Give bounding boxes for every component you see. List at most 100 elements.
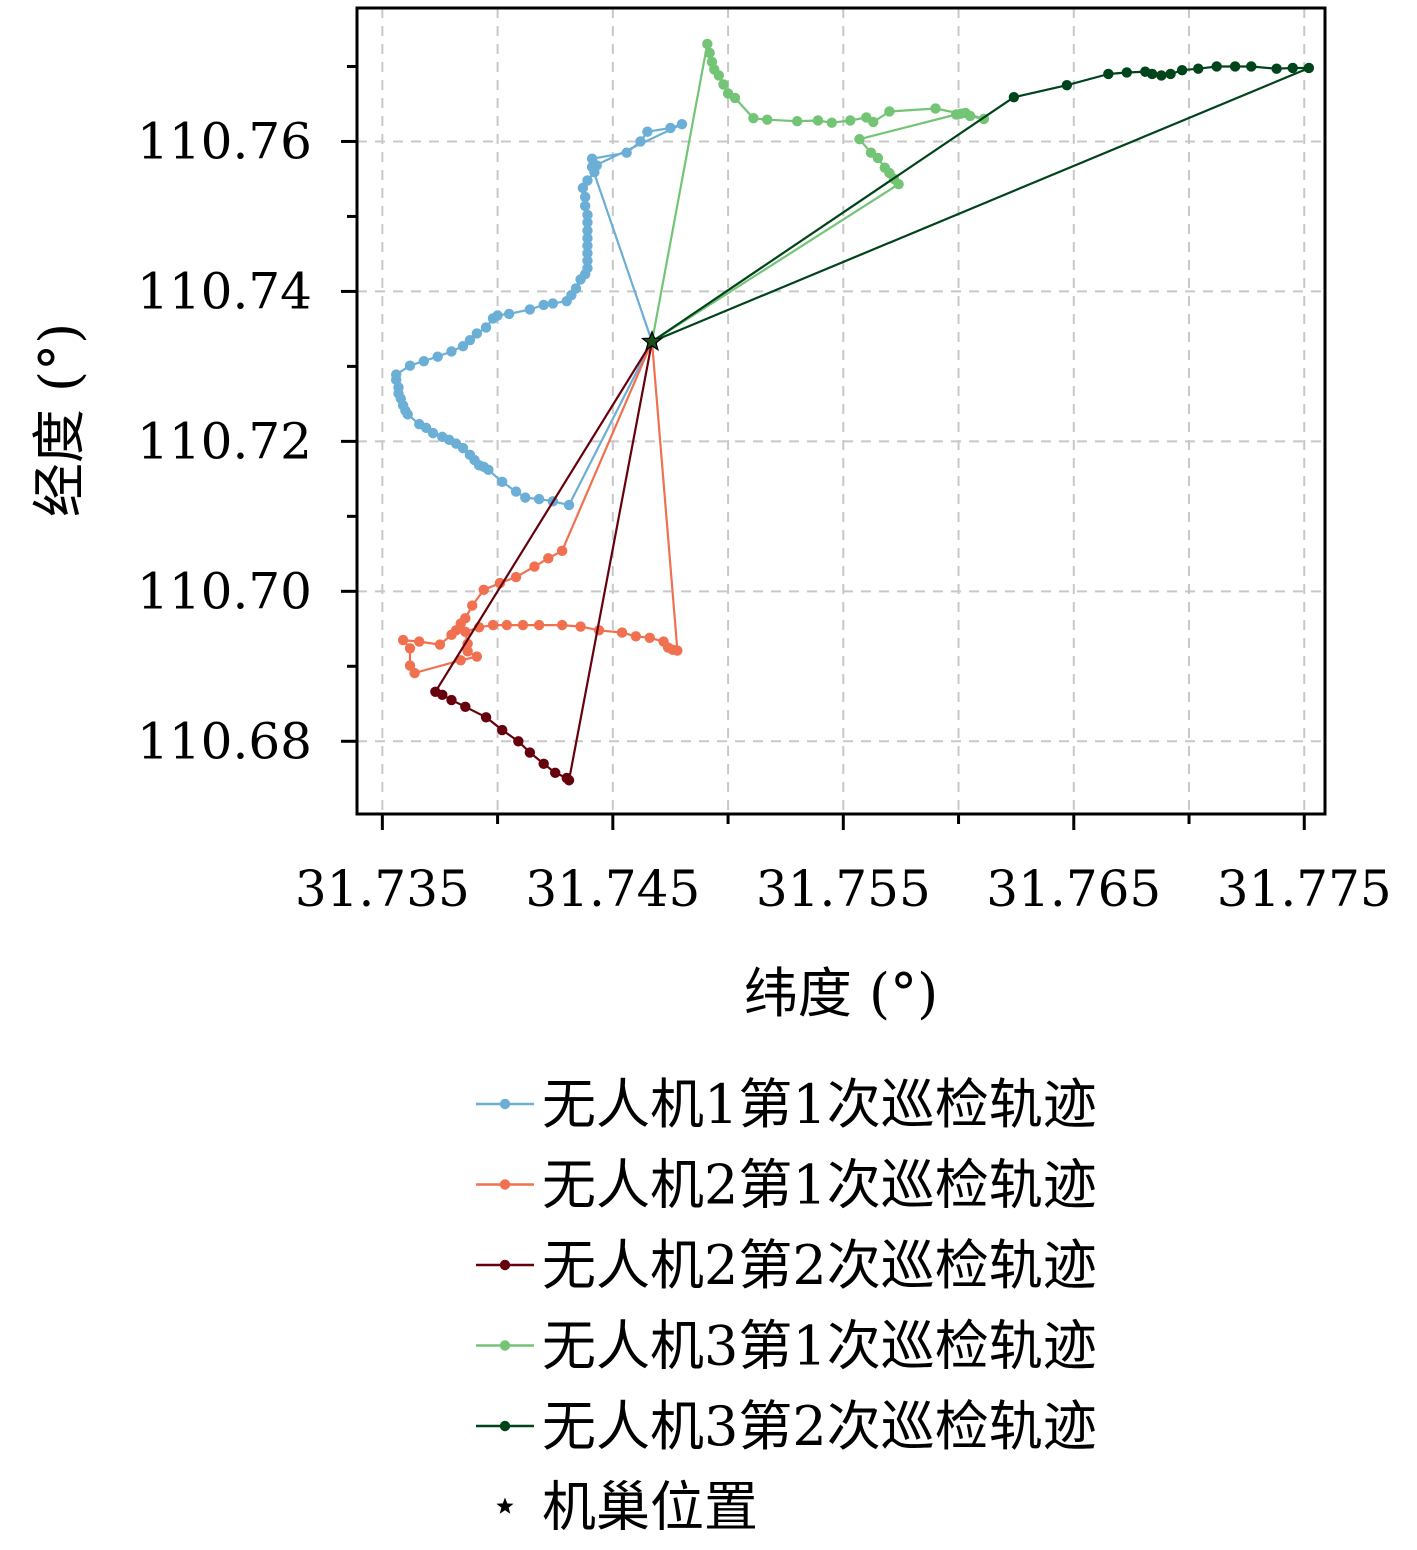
data-point — [964, 110, 976, 122]
x-tick-label: 31.755 — [756, 860, 931, 918]
data-point — [582, 247, 593, 259]
data-point — [460, 701, 471, 712]
data-point — [1287, 62, 1298, 74]
legend-swatch-marker — [499, 1179, 511, 1190]
data-point — [462, 638, 473, 650]
y-tick-label: 110.74 — [137, 262, 312, 320]
data-point — [704, 47, 715, 59]
data-point — [467, 600, 478, 611]
data-point — [672, 645, 683, 656]
data-point — [460, 626, 471, 638]
y-axis-title: 经度 (°) — [28, 323, 91, 517]
data-point — [497, 724, 508, 736]
data-point — [446, 694, 457, 706]
data-point — [414, 636, 425, 647]
data-point — [854, 134, 865, 145]
series-line — [650, 42, 986, 343]
legend-label: 无人机3第1次巡检轨迹 — [542, 1315, 1097, 1378]
data-point — [702, 38, 713, 50]
data-point — [582, 175, 593, 186]
data-point — [390, 369, 402, 380]
data-point — [409, 667, 420, 679]
data-point — [414, 418, 425, 430]
series-1 — [390, 119, 688, 511]
series-layer — [390, 38, 1315, 786]
data-point — [492, 310, 503, 321]
legend-item: 无人机2第2次巡检轨迹 — [476, 1234, 1097, 1297]
legend-label: 无人机1第1次巡检轨迹 — [542, 1073, 1097, 1136]
data-point — [616, 627, 628, 638]
y-tick-label: 110.76 — [137, 112, 312, 170]
y-tick-label: 110.68 — [137, 712, 312, 770]
data-point — [538, 299, 549, 311]
data-point — [501, 619, 513, 631]
data-point — [845, 115, 856, 126]
data-point — [471, 328, 483, 339]
data-point — [812, 115, 824, 126]
data-point — [582, 217, 593, 228]
data-point — [478, 584, 489, 596]
data-point — [893, 178, 904, 190]
data-point — [471, 651, 483, 662]
data-point — [510, 571, 522, 583]
data-point — [457, 340, 469, 352]
x-tick-label: 31.745 — [525, 860, 700, 918]
plot-frame — [355, 6, 1327, 816]
data-point — [497, 476, 508, 488]
data-point — [1176, 65, 1188, 76]
data-point — [538, 758, 549, 769]
data-point — [563, 499, 575, 511]
data-point — [404, 360, 416, 371]
data-point — [718, 79, 729, 90]
legend-item: 无人机1第1次巡检轨迹 — [476, 1073, 1097, 1136]
data-point — [446, 629, 457, 641]
legend-swatch-marker — [499, 1259, 511, 1271]
series-line — [395, 123, 684, 507]
data-point — [524, 747, 536, 758]
data-point — [547, 298, 559, 309]
data-point — [480, 712, 492, 723]
legend-item: 机巢位置 — [496, 1476, 758, 1539]
legend-label: 无人机2第1次巡检轨迹 — [542, 1154, 1097, 1217]
legend-swatch-marker — [499, 1098, 511, 1110]
data-point — [582, 225, 593, 236]
data-point — [665, 122, 676, 134]
data-point — [480, 322, 492, 333]
data-point — [579, 191, 591, 203]
y-axis-ticks: 110.68 110.70 110.72 110.74 110.76 — [137, 64, 357, 770]
series-5 — [646, 61, 1315, 347]
data-point — [1193, 63, 1204, 74]
x-tick-label: 31.765 — [986, 860, 1161, 918]
marker-layer — [640, 329, 664, 352]
data-point — [563, 775, 575, 786]
data-point — [884, 106, 895, 117]
data-point — [951, 109, 962, 120]
data-point — [582, 209, 593, 221]
data-point — [872, 152, 884, 164]
data-point — [762, 114, 773, 125]
data-point — [1246, 61, 1257, 72]
data-point — [520, 492, 531, 503]
data-point — [586, 153, 598, 164]
data-point — [575, 621, 586, 632]
data-point — [586, 161, 598, 173]
gridlines — [357, 8, 1325, 814]
data-point — [582, 255, 593, 266]
data-point — [1103, 68, 1114, 80]
data-point — [418, 355, 430, 367]
data-point — [1146, 68, 1158, 80]
data-point — [635, 136, 646, 147]
data-point — [404, 660, 416, 671]
data-point — [464, 449, 476, 461]
data-point — [582, 240, 593, 251]
data-point — [642, 126, 653, 137]
data-point — [446, 346, 457, 357]
data-point — [792, 116, 803, 127]
data-point — [533, 493, 545, 505]
data-point — [1271, 63, 1282, 74]
data-point — [494, 577, 506, 589]
legend-item: 无人机3第2次巡检轨迹 — [476, 1395, 1097, 1458]
legend-label: 机巢位置 — [542, 1476, 758, 1539]
data-point — [464, 334, 476, 346]
data-point — [462, 646, 473, 657]
